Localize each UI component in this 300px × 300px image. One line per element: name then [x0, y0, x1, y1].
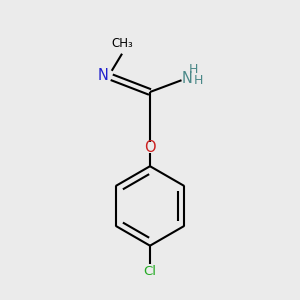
Text: CH₃: CH₃ — [111, 37, 133, 50]
Text: O: O — [144, 140, 156, 155]
Text: H: H — [193, 74, 203, 87]
Text: Cl: Cl — [143, 266, 157, 278]
Text: N: N — [98, 68, 109, 83]
Text: N: N — [182, 71, 192, 86]
Text: H: H — [189, 63, 198, 76]
